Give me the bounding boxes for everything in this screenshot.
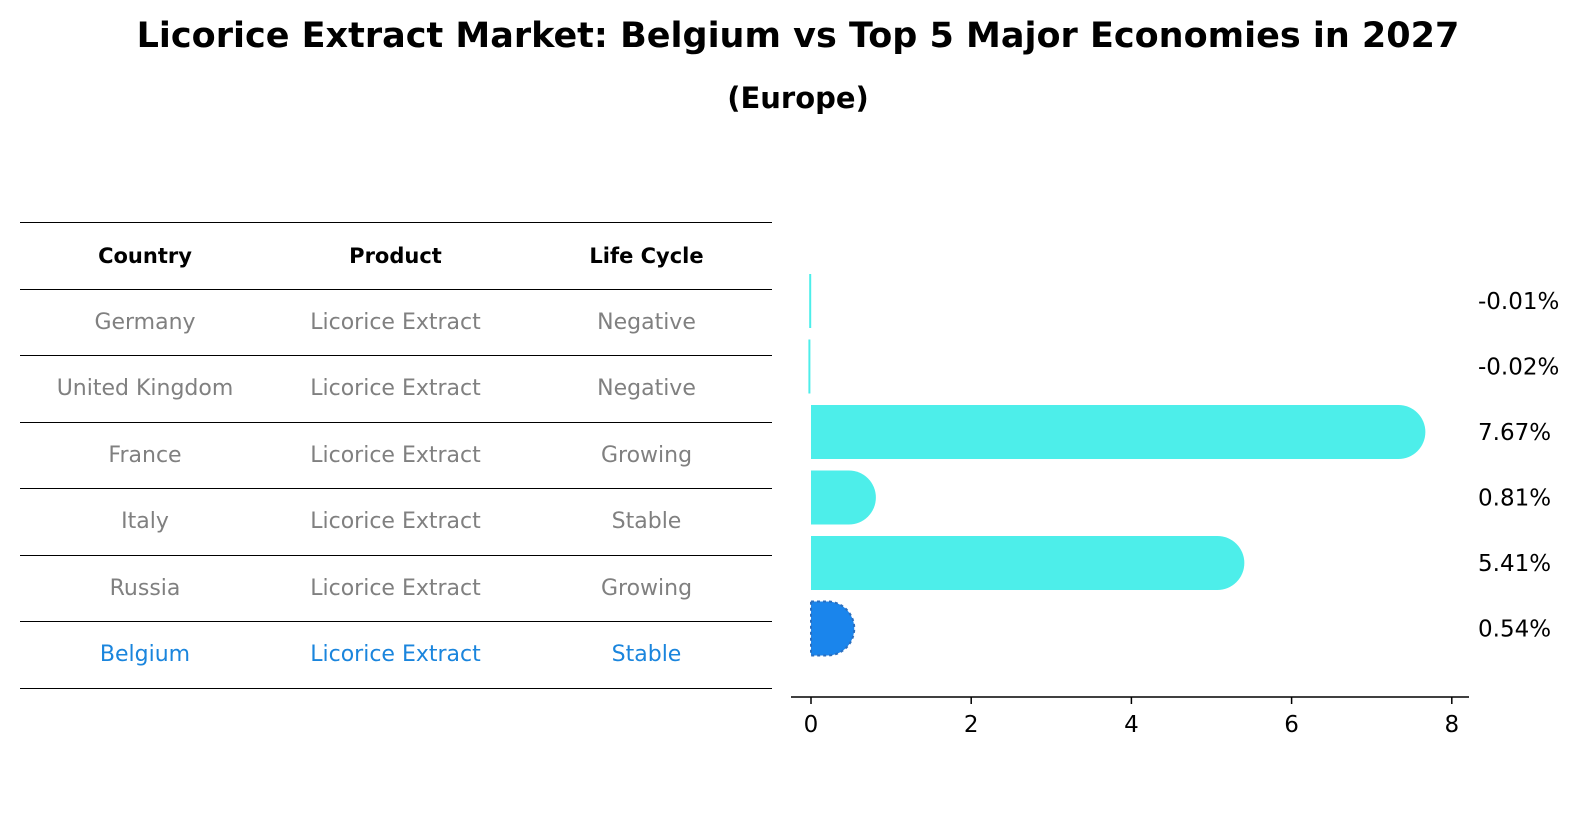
x-tick-label-2: 2 [964, 712, 979, 738]
header-product: Product [270, 222, 521, 289]
header-life-cycle: Life Cycle [521, 222, 772, 289]
cell-country: Belgium [20, 621, 270, 689]
cell-product: Licorice Extract [270, 554, 521, 622]
table-row: United Kingdom Licorice Extract Negative [20, 355, 772, 422]
x-tick-label-6: 6 [1284, 712, 1299, 738]
table-row: Russia Licorice Extract Growing [20, 554, 772, 622]
cell-product: Licorice Extract [270, 488, 521, 555]
bar-belgium [810, 600, 856, 657]
cell-country: Italy [20, 488, 270, 555]
value-label-germany: -0.01% [1478, 289, 1559, 315]
x-tick-label-8: 8 [1444, 712, 1459, 738]
value-label-belgium: 0.54% [1478, 617, 1551, 643]
bar-russia [811, 536, 1245, 590]
bar-italy [811, 470, 876, 525]
cell-product: Licorice Extract [270, 355, 521, 422]
bar-united-kingdom [808, 339, 811, 394]
cell-life-cycle: Negative [521, 355, 772, 422]
cell-product: Licorice Extract [270, 288, 521, 356]
chart-subtitle: (Europe) [727, 81, 869, 115]
x-tick-label-4: 4 [1124, 712, 1139, 738]
cell-life-cycle: Stable [521, 488, 772, 555]
cell-life-cycle: Growing [521, 554, 772, 622]
x-tick-label-0: 0 [804, 712, 819, 738]
bar-germany [809, 274, 812, 328]
value-label-france: 7.67% [1478, 420, 1551, 446]
cell-life-cycle: Growing [521, 421, 772, 489]
header-country: Country [20, 222, 270, 289]
cell-country: Russia [20, 554, 270, 622]
chart-title: Licorice Extract Market: Belgium vs Top … [136, 16, 1460, 56]
table-row: Italy Licorice Extract Stable [20, 488, 772, 555]
bar-france [811, 405, 1426, 459]
cell-country: France [20, 421, 270, 489]
table-row-highlighted: Belgium Licorice Extract Stable [20, 621, 772, 689]
cell-country: United Kingdom [20, 355, 270, 422]
value-label-united-kingdom: -0.02% [1478, 355, 1559, 381]
life-cycle-table-grid: Country Product Life Cycle Germany Licor… [20, 222, 772, 689]
cell-life-cycle: Stable [521, 621, 772, 689]
table-row: France Licorice Extract Growing [20, 421, 772, 489]
table-row: Germany Licorice Extract Negative [20, 288, 772, 356]
value-label-italy: 0.81% [1478, 486, 1551, 512]
cell-product: Licorice Extract [270, 421, 521, 489]
value-label-russia: 5.41% [1478, 551, 1551, 577]
life-cycle-table: Country Product Life Cycle Germany Licor… [20, 222, 772, 689]
cell-life-cycle: Negative [521, 288, 772, 356]
table-header-row: Country Product Life Cycle [20, 222, 772, 289]
cell-country: Germany [20, 288, 270, 356]
cell-product: Licorice Extract [270, 621, 521, 689]
